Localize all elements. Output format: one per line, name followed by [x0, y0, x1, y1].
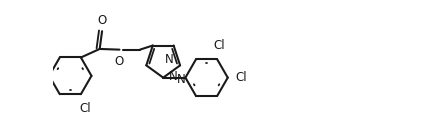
- Text: Cl: Cl: [213, 39, 225, 52]
- Text: Cl: Cl: [79, 102, 91, 115]
- Text: N: N: [165, 53, 174, 66]
- Text: Cl: Cl: [235, 71, 247, 84]
- Text: O: O: [115, 55, 124, 68]
- Text: N: N: [169, 71, 178, 83]
- Text: O: O: [98, 14, 107, 27]
- Text: N: N: [177, 73, 185, 86]
